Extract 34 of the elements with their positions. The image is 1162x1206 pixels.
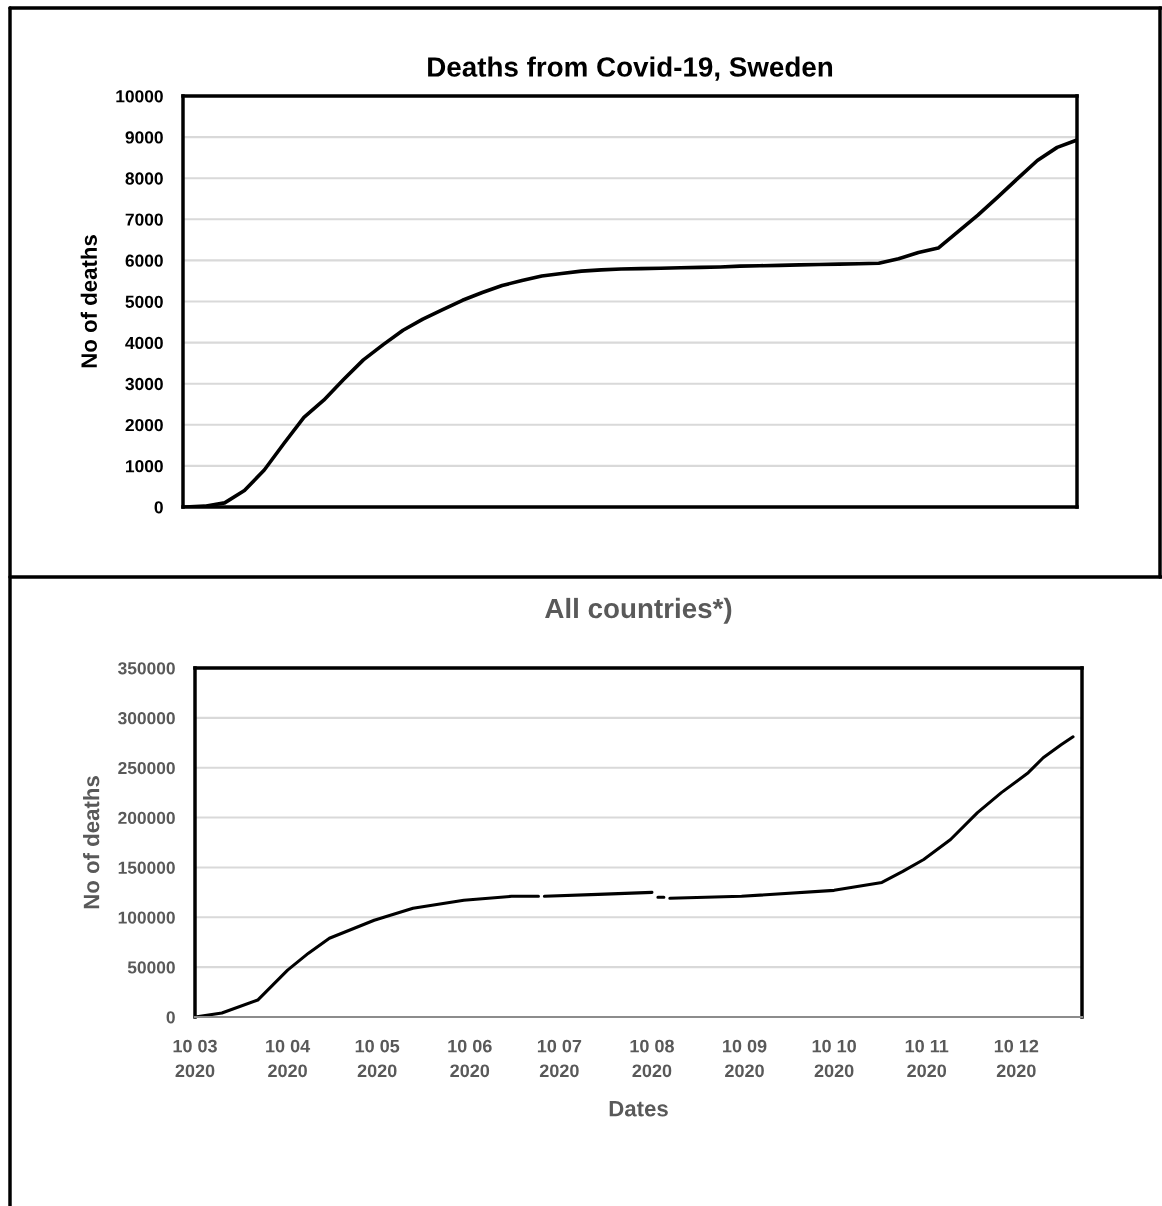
y-axis-title: No of deaths [80, 235, 97, 368]
y-tick-label: 50000 [127, 961, 175, 974]
y-tick-label: 10000 [116, 90, 163, 103]
y-tick-label: 1000 [126, 460, 163, 473]
x-tick-label: 10 10 2020 [812, 1039, 856, 1078]
y-tick-label: 2000 [125, 418, 163, 432]
x-tick-label: 10 08 2020 [630, 1039, 674, 1078]
x-tick-label: 10 07 2020 [537, 1039, 582, 1078]
y-tick-label: 0 [154, 501, 163, 514]
x-axis-title: Dates [609, 1101, 668, 1117]
y-tick-label: 100000 [118, 911, 175, 924]
y-tick-label: 7000 [125, 213, 163, 226]
y-tick-label: 8000 [125, 172, 163, 185]
x-tick-label: 10 05 2020 [355, 1039, 400, 1078]
y-axis-title: No of deaths [83, 776, 100, 909]
y-tick-label: 5000 [125, 295, 163, 308]
chart-title: Deaths from Covid-19, Sweden [428, 56, 833, 81]
y-tick-label: 350000 [118, 662, 175, 675]
y-tick-label: 6000 [125, 254, 163, 267]
x-tick-label: 10 12 2020 [994, 1039, 1039, 1078]
x-tick-label: 10 04 2020 [266, 1039, 311, 1078]
y-tick-label: 300000 [118, 712, 175, 725]
y-tick-label: 4000 [125, 336, 163, 350]
y-tick-label: 200000 [118, 811, 175, 825]
x-tick-label: 10 06 2020 [448, 1039, 492, 1078]
y-tick-label: 3000 [125, 377, 163, 391]
y-tick-label: 9000 [125, 131, 163, 144]
y-tick-label: 250000 [118, 761, 175, 775]
chart-title: All countries*) [545, 597, 732, 624]
x-tick-label: 10 09 2020 [723, 1039, 767, 1078]
y-tick-label: 0 [166, 1011, 175, 1024]
y-tick-label: 150000 [118, 861, 175, 874]
x-tick-label: 10 03 2020 [173, 1039, 217, 1078]
x-tick-label: 10 11 2020 [905, 1039, 949, 1078]
